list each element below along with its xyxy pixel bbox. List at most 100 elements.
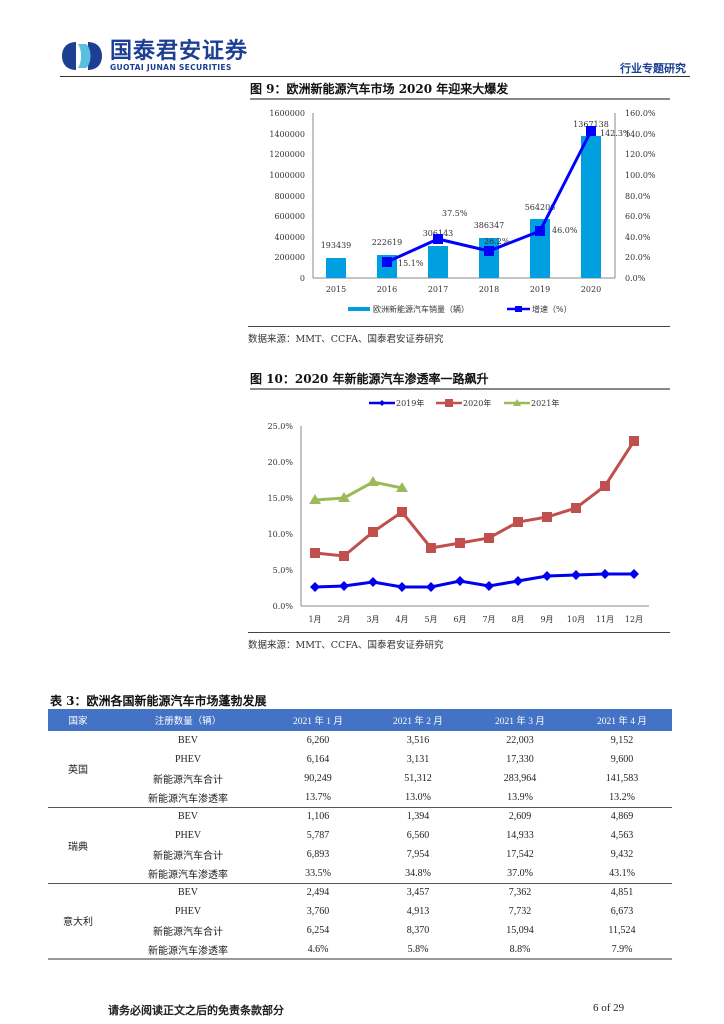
svg-text:2020: 2020 xyxy=(581,285,601,294)
svg-text:4月: 4月 xyxy=(395,615,408,624)
table3-title: 表 3：欧洲各国新能源汽车市场蓬勃发展 xyxy=(50,694,267,708)
svg-text:37.5%: 37.5% xyxy=(442,209,468,218)
right-axis-ticks: 0.0% 20.0% 40.0% 60.0% 80.0% 100.0% 120.… xyxy=(625,109,656,283)
series-2021-line xyxy=(314,480,403,502)
metric-cell: 新能源汽车合计 xyxy=(153,927,223,938)
figure9-legend: 欧洲新能源汽车销量（辆） 增速（%） xyxy=(348,304,572,314)
series-2020-line xyxy=(314,440,636,558)
header-apr: 2021 年 4 月 xyxy=(572,709,672,731)
svg-text:20.0%: 20.0% xyxy=(625,253,651,262)
footer-disclaimer: 请务必阅读正文之后的免责条款部分 xyxy=(108,1004,284,1017)
value-cell: 7,732 xyxy=(508,906,532,917)
value-cell: 2,494 xyxy=(306,887,330,899)
page-number: 6 of 29 xyxy=(593,1002,625,1014)
value-cell: 6,164 xyxy=(306,754,330,765)
svg-text:1367138: 1367138 xyxy=(573,120,609,129)
value-cell: 14,933 xyxy=(506,830,534,841)
svg-text:2019年: 2019年 xyxy=(396,398,424,408)
left-axis-ticks: 0 200000 400000 600000 800000 1000000 12… xyxy=(269,109,305,283)
svg-text:2月: 2月 xyxy=(337,615,350,624)
svg-text:欧洲新能源汽车销量（辆）: 欧洲新能源汽车销量（辆） xyxy=(373,304,469,314)
svg-text:2016: 2016 xyxy=(377,285,397,294)
metric-cell: PHEV xyxy=(174,754,202,765)
table-row: 意大利 BEV 2,494 3,457 7,362 4,851 xyxy=(48,883,672,960)
svg-text:193439: 193439 xyxy=(321,241,352,250)
svg-text:1400000: 1400000 xyxy=(269,130,305,139)
value-cell: 6,560 xyxy=(406,830,430,841)
svg-text:564206: 564206 xyxy=(525,203,556,212)
value-cell: 1,394 xyxy=(406,811,430,823)
metric-cell: 新能源汽车渗透率 xyxy=(108,864,268,884)
value-cell: 7.9% xyxy=(572,940,672,960)
sales-bars xyxy=(326,136,601,278)
svg-text:80.0%: 80.0% xyxy=(625,192,651,201)
value-cell: 7,954 xyxy=(406,849,430,860)
svg-text:400000: 400000 xyxy=(274,233,305,242)
header-mar: 2021 年 3 月 xyxy=(468,709,572,731)
value-cell: 43.1% xyxy=(572,864,672,884)
metric-cell: BEV xyxy=(178,811,198,823)
country-cell: 瑞典 xyxy=(48,807,108,884)
series-2019-line xyxy=(314,572,634,589)
svg-text:2017: 2017 xyxy=(428,285,448,294)
table-row: PHEV 3,760 4,913 7,732 6,673 xyxy=(48,902,672,921)
svg-text:200000: 200000 xyxy=(274,253,305,262)
figure9-source-rule xyxy=(248,326,670,327)
metric-cell: BEV xyxy=(178,735,198,746)
value-cell: 15,094 xyxy=(506,925,534,936)
table-row: 新能源汽车渗透率 4.6% 5.8% 8.8% 7.9% xyxy=(48,940,672,960)
report-type: 行业专题研究 xyxy=(620,62,686,75)
value-cell: 17,330 xyxy=(506,754,534,765)
svg-text:386347: 386347 xyxy=(474,221,505,230)
table-row: 新能源汽车渗透率 33.5% 34.8% 37.0% 43.1% xyxy=(48,864,672,884)
value-cell: 4,913 xyxy=(406,906,430,917)
table-row: PHEV 6,164 3,131 17,330 9,600 xyxy=(48,750,672,769)
svg-text:12月: 12月 xyxy=(625,615,643,624)
svg-text:15.0%: 15.0% xyxy=(268,494,294,503)
svg-text:11月: 11月 xyxy=(596,615,614,624)
figure10-title: 图 10：2020 年新能源汽车渗透率一路飙升 xyxy=(250,372,489,386)
series-2019-markers xyxy=(310,569,639,592)
svg-text:3月: 3月 xyxy=(366,615,379,624)
table-row: 英国 BEV 6,260 3,516 22,003 9,152 xyxy=(48,731,672,808)
value-cell: 8.8% xyxy=(468,940,572,960)
svg-text:0.0%: 0.0% xyxy=(625,274,646,283)
figure9-title-rule xyxy=(250,98,670,100)
svg-text:46.0%: 46.0% xyxy=(552,226,578,235)
metric-cell: BEV xyxy=(178,887,198,899)
svg-text:142.3%: 142.3% xyxy=(600,129,631,138)
value-cell: 3,457 xyxy=(406,887,430,899)
svg-text:1月: 1月 xyxy=(308,615,321,624)
value-cell: 13.0% xyxy=(368,788,468,808)
figure9-source: 数据来源：MMT、CCFA、国泰君安证券研究 xyxy=(248,334,444,345)
value-cell: 4,869 xyxy=(610,811,634,823)
value-cell: 13.2% xyxy=(572,788,672,808)
figure10-title-rule xyxy=(250,388,670,390)
table-row: 新能源汽车渗透率 13.7% 13.0% 13.9% 13.2% xyxy=(48,788,672,808)
svg-text:60.0%: 60.0% xyxy=(625,212,651,221)
value-cell: 22,003 xyxy=(506,735,534,746)
svg-text:40.0%: 40.0% xyxy=(625,233,651,242)
figure9-title: 图 9：欧洲新能源汽车市场 2020 年迎来大爆发 xyxy=(250,82,509,96)
value-cell: 1,106 xyxy=(306,811,330,823)
svg-text:15.1%: 15.1% xyxy=(398,259,424,268)
header-country: 国家 xyxy=(48,709,108,731)
svg-text:0.0%: 0.0% xyxy=(273,602,294,611)
country-cell: 意大利 xyxy=(48,883,108,960)
svg-text:26.2%: 26.2% xyxy=(484,237,510,246)
bar-data-labels: 193439 222619 306143 386347 564206 13671… xyxy=(321,120,609,250)
value-cell: 7,362 xyxy=(508,887,532,899)
metric-cell: PHEV xyxy=(174,906,202,917)
table-row: 瑞典 BEV 1,106 1,394 2,609 4,869 xyxy=(48,807,672,884)
svg-text:1000000: 1000000 xyxy=(269,171,305,180)
value-cell: 6,893 xyxy=(306,849,330,860)
value-cell: 4,563 xyxy=(610,830,634,841)
table3: 国家 注册数量（辆） 2021 年 1 月 2021 年 2 月 2021 年 … xyxy=(48,709,672,960)
svg-text:9月: 9月 xyxy=(540,615,553,624)
svg-text:2015: 2015 xyxy=(326,285,346,294)
header-feb: 2021 年 2 月 xyxy=(368,709,468,731)
svg-text:800000: 800000 xyxy=(274,192,305,201)
figure10-legend: 2019年 2020年 2021年 xyxy=(369,398,559,408)
value-cell: 6,254 xyxy=(306,925,330,936)
svg-text:1600000: 1600000 xyxy=(269,109,305,118)
